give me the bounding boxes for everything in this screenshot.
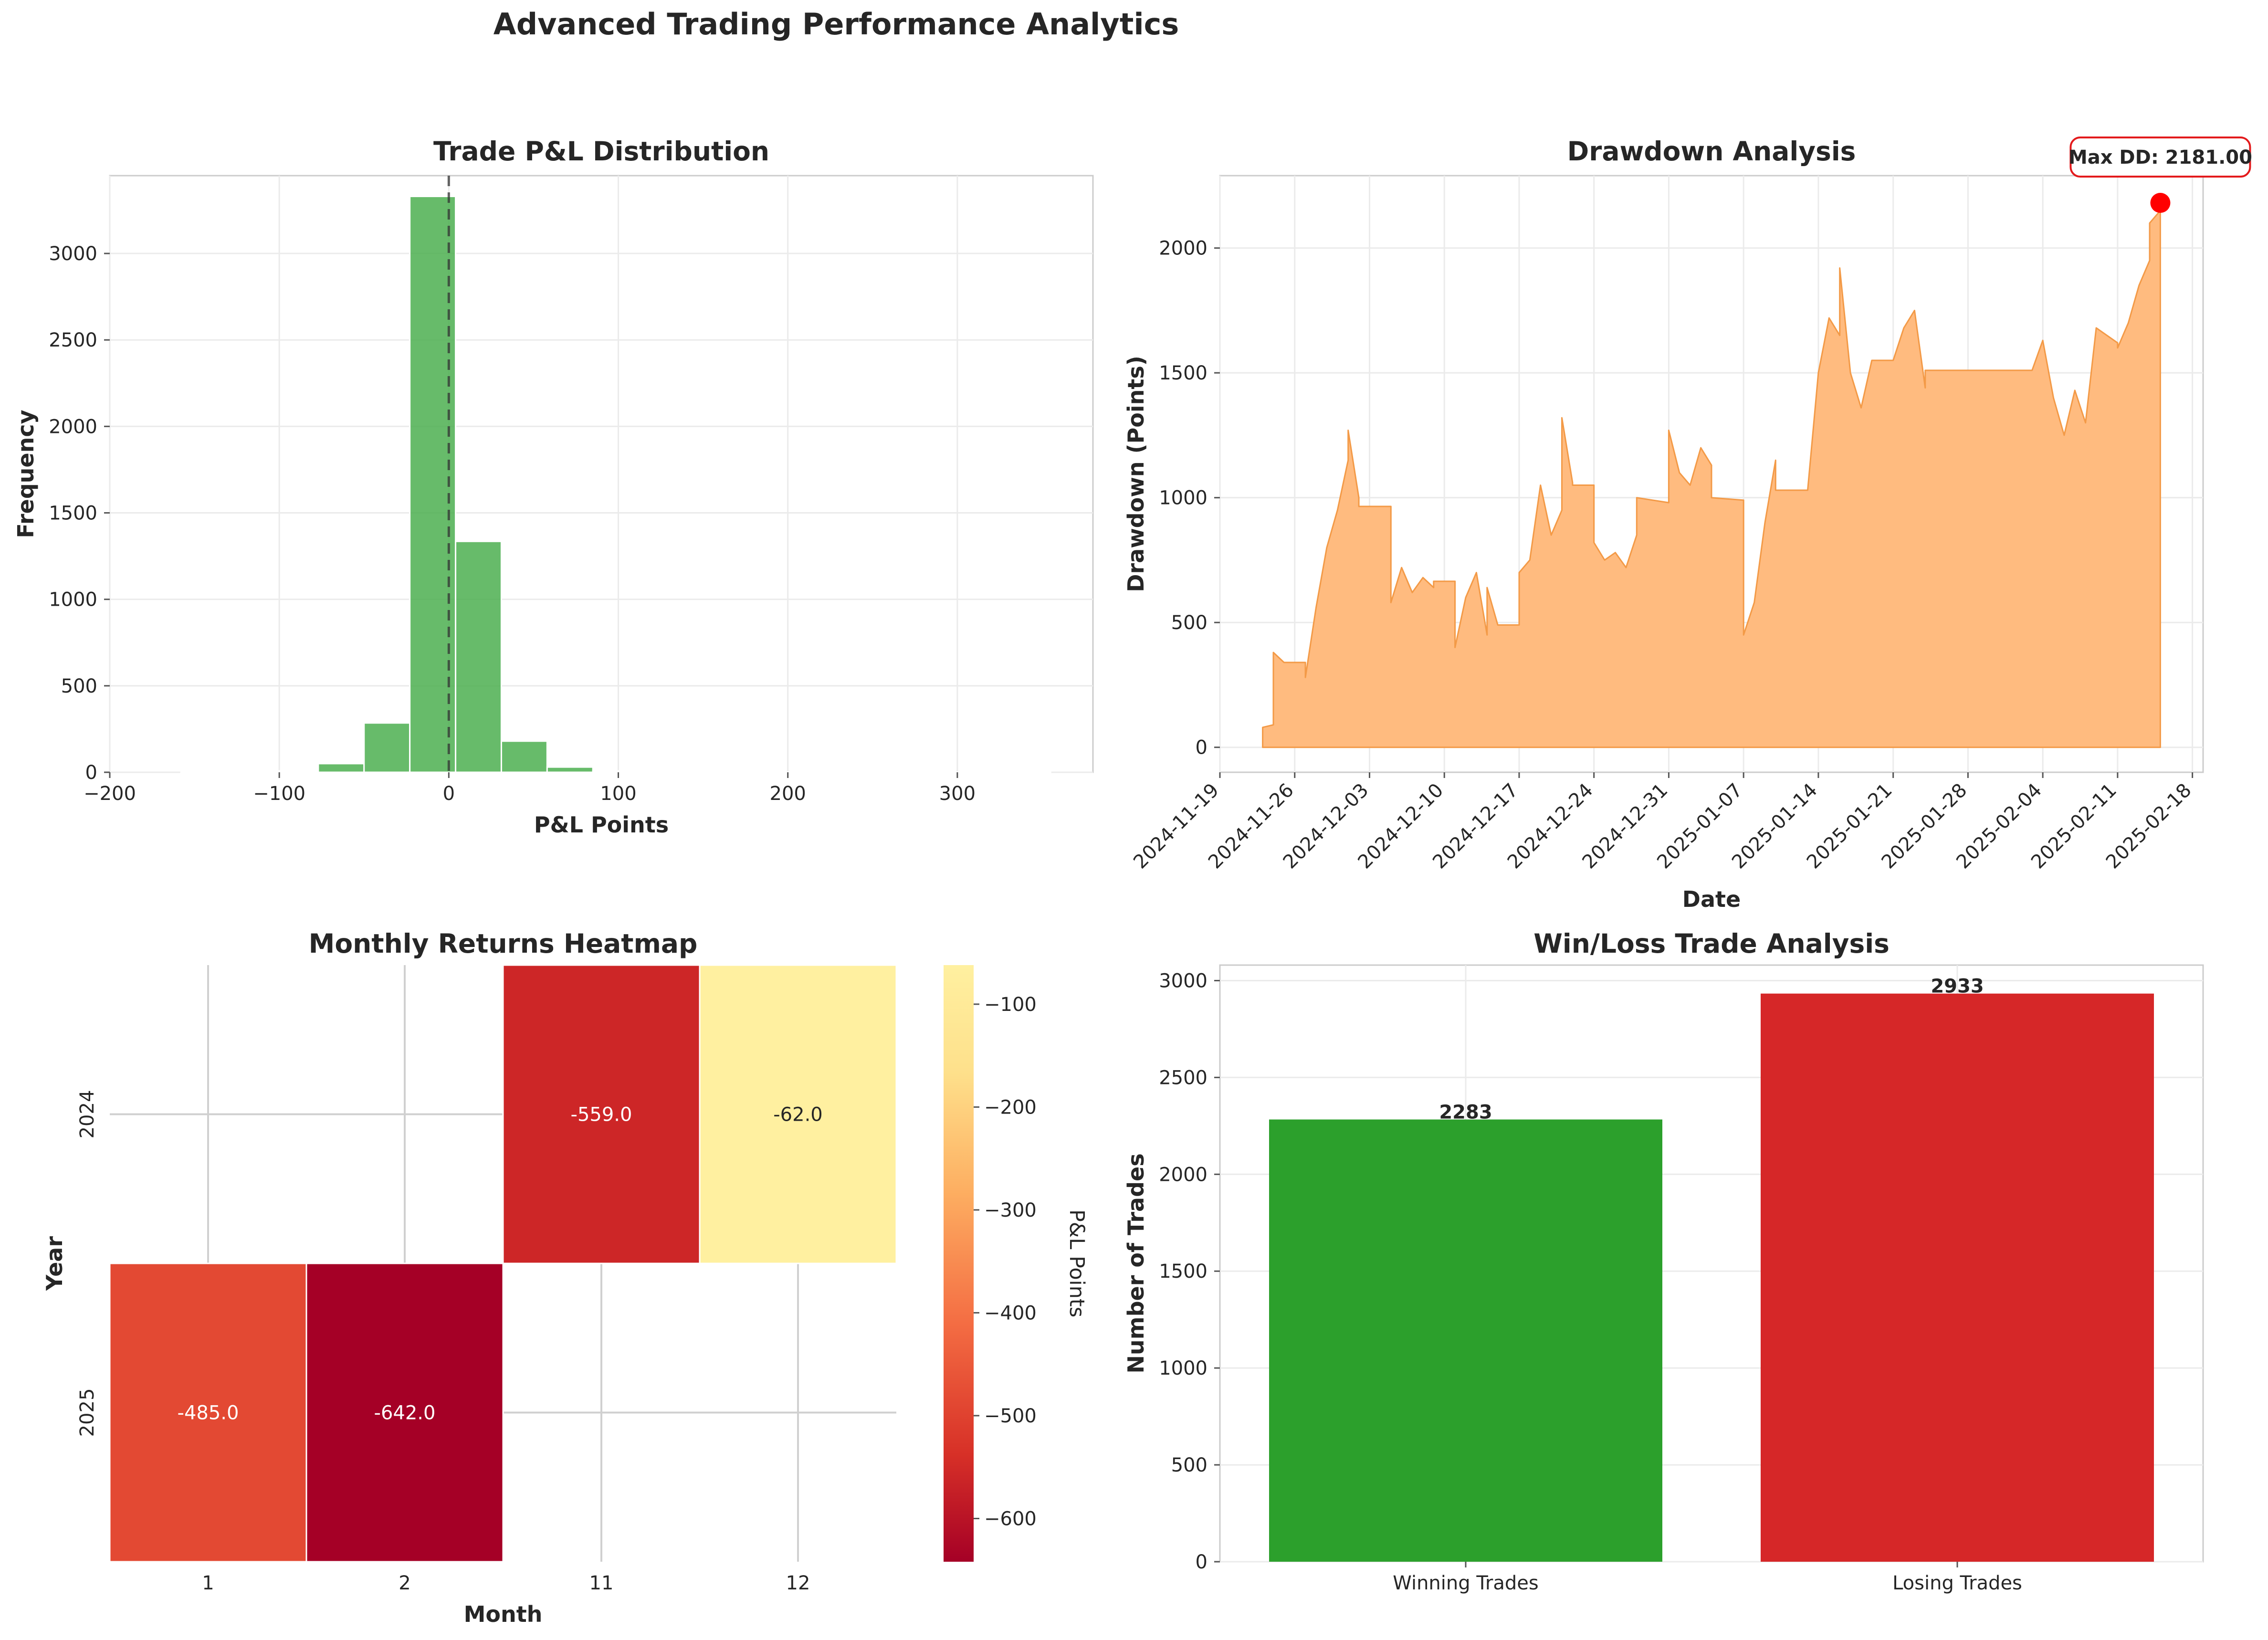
pnl-histogram-grid [109, 176, 1093, 773]
bar-losing [1761, 993, 2154, 1562]
winloss-title: Win/Loss Trade Analysis [1533, 928, 1890, 959]
histogram-bar [455, 540, 502, 773]
y-tick-label: 1500 [1159, 362, 1208, 384]
histogram-bar [317, 763, 365, 773]
x-tick-label: Winning Trades [1393, 1572, 1538, 1594]
drawdown-xlabel: Date [1682, 886, 1741, 912]
heatmap-colorbar [944, 965, 974, 1562]
winloss-bars: 2283 2933 [1269, 976, 2154, 1562]
x-tick-label: 11 [589, 1572, 614, 1594]
colorbar-tick-label: −500 [984, 1405, 1037, 1427]
colorbar-tick-label: −100 [984, 994, 1037, 1016]
y-tick-label: 500 [1171, 612, 1208, 634]
bar-winning [1269, 1119, 1662, 1562]
colorbar-tick-label: −300 [984, 1199, 1037, 1221]
y-tick-label: 500 [61, 675, 97, 697]
y-tick-label: 500 [1171, 1454, 1208, 1476]
heatmap-xlabel: Month [464, 1601, 543, 1627]
y-tick-label: 1000 [1159, 1357, 1208, 1379]
heatmap-title: Monthly Returns Heatmap [309, 928, 698, 959]
heatmap-cell-label: -62.0 [773, 1104, 823, 1126]
y-tick-label: 3000 [49, 243, 97, 265]
heatmap-cell-label: -485.0 [178, 1402, 239, 1424]
pnl-histogram-title: Trade P&L Distribution [433, 136, 769, 167]
bar-value-label: 2933 [1931, 976, 1984, 998]
heatmap-cell-label: -559.0 [571, 1104, 632, 1126]
y-tick-label: 1000 [49, 589, 97, 611]
colorbar-ticks: −100 −200 −300 −400 −500 −600 [974, 994, 1037, 1530]
histogram-bar [546, 766, 594, 773]
heatmap-ylabel: Year [42, 1236, 67, 1291]
y-tick-label: 3000 [1159, 970, 1208, 992]
y-tick-label: 1000 [1159, 487, 1208, 509]
y-tick-label: 2000 [1159, 238, 1208, 260]
y-tick-label: 2500 [49, 329, 97, 351]
y-tick-label: 2500 [1159, 1067, 1208, 1089]
x-tick-label: 1 [202, 1572, 214, 1594]
colorbar-tick-label: −400 [984, 1302, 1037, 1324]
winloss-panel: 2283 2933 0 500 1000 1500 2000 2500 3000 Winning… [1123, 928, 2204, 1594]
y-tick-label: 0 [85, 762, 97, 784]
max-drawdown-marker [2150, 193, 2171, 213]
pnl-histogram-xlabel: P&L Points [534, 812, 669, 838]
max-drawdown-annotation: Max DD: 2181.00 [2068, 147, 2252, 168]
winloss-ticks: 0 500 1000 1500 2000 2500 3000 Winning Trades Lo… [1159, 970, 2022, 1594]
pnl-histogram-ticks: −200 −100 0 100 200 3000500100015002000250030… [49, 243, 976, 805]
y-tick-label: 2000 [49, 416, 97, 438]
bar-value-label: 2283 [1439, 1101, 1492, 1123]
x-tick-label: 100 [600, 783, 636, 805]
drawdown-ylabel: Drawdown (Points) [1123, 356, 1149, 592]
x-tick-label: 2 [399, 1572, 410, 1594]
y-tick-label: 0 [1196, 1551, 1208, 1573]
histogram-bar [409, 195, 457, 773]
colorbar-tick-label: −200 [984, 1096, 1037, 1118]
pnl-histogram-plot-area [109, 175, 1094, 773]
y-tick-label: 1500 [49, 503, 97, 525]
y-tick-label: 2000 [1159, 1164, 1208, 1186]
x-tick-label: −100 [253, 783, 305, 805]
y-tick-label: 2025 [76, 1388, 98, 1437]
heatmap-cell [305, 1262, 504, 1563]
histogram-bar [363, 722, 411, 773]
pnl-histogram-panel: −200 −100 0 100 200 3000500100015002000250030… [13, 136, 1094, 838]
heatmap-cell-label: -642.0 [374, 1402, 436, 1424]
winloss-ylabel: Number of Trades [1123, 1153, 1149, 1373]
heatmap-cell [699, 964, 897, 1264]
max-drawdown-annotation-box [2069, 137, 2251, 178]
heatmap-cell [502, 964, 701, 1264]
pnl-histogram-ylabel: Frequency [13, 410, 39, 538]
x-tick-label: 0 [443, 783, 455, 805]
colorbar-label: P&L Points [1065, 1209, 1089, 1317]
x-tick-label: 12 [786, 1572, 810, 1594]
colorbar-tick-label: −600 [984, 1508, 1037, 1530]
x-tick-label: 300 [939, 783, 976, 805]
y-tick-label: 0 [1196, 737, 1208, 759]
drawdown-title: Drawdown Analysis [1567, 136, 1856, 167]
y-tick-label: 1500 [1159, 1261, 1208, 1283]
heatmap-cells: -559.0 -62.0 -485.0 -642.0 [109, 964, 897, 1563]
x-tick-label: Losing Trades [1892, 1572, 2022, 1594]
x-tick-label: 200 [770, 783, 806, 805]
x-tick-label: −200 [84, 783, 136, 805]
pnl-histogram-bars [180, 195, 1051, 773]
histogram-bar [500, 740, 548, 773]
drawdown-area [1262, 202, 2161, 748]
histogram-bar [272, 770, 319, 773]
drawdown-panel: 2024-11-192024-11-262024-12-032024-12-10… [1123, 136, 2252, 912]
histogram-bar [592, 770, 640, 773]
heatmap-cell [109, 1262, 307, 1563]
y-tick-label: 2024 [76, 1090, 98, 1139]
figure-title: Advanced Trading Performance Analytics [494, 7, 1179, 42]
